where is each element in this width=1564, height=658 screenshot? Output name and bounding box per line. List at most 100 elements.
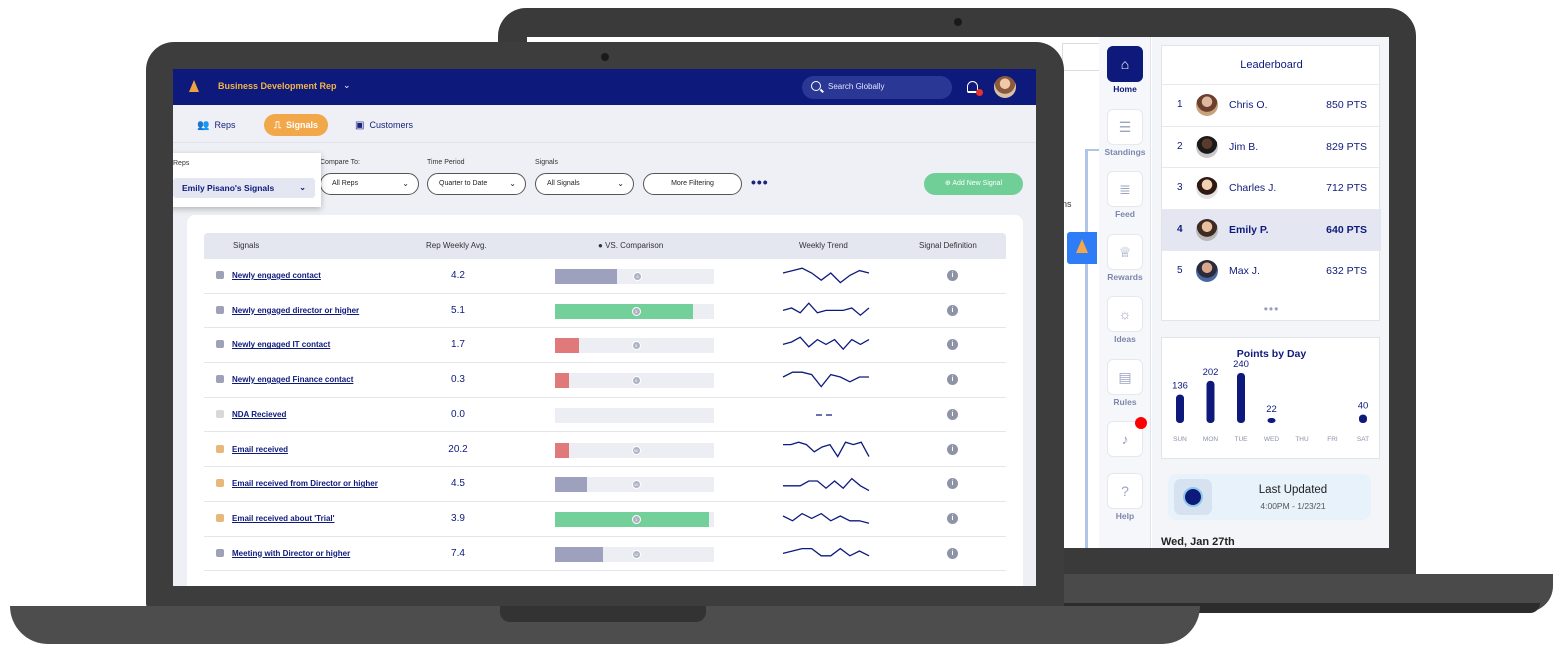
info-icon[interactable]: i bbox=[947, 304, 958, 316]
leaderboard-name: Chris O. bbox=[1229, 99, 1268, 111]
bell-icon[interactable] bbox=[967, 81, 978, 93]
sparkline-path bbox=[782, 371, 869, 388]
trophy-icon: ♕ bbox=[1107, 234, 1143, 270]
chevron-down-icon: ⌄ bbox=[299, 183, 306, 192]
signals-select[interactable]: All Signals ⌄ bbox=[535, 173, 634, 195]
reps-select-value: Emily Pisano's Signals bbox=[182, 183, 275, 193]
avatar[interactable] bbox=[994, 76, 1016, 98]
last-updated-time: 4:00PM - 1/23/21 bbox=[1260, 501, 1326, 511]
table-row: NDA Recieved 0.0 i bbox=[204, 398, 1006, 433]
day-value-label: 136 bbox=[1172, 381, 1188, 392]
sail-flag-icon[interactable] bbox=[1067, 232, 1097, 264]
info-icon[interactable]: i bbox=[947, 374, 958, 386]
table-row: Newly engaged IT contact 1.7 5 i bbox=[204, 328, 1006, 364]
compare-select[interactable]: All Reps ⌄ bbox=[320, 173, 419, 195]
reps-select[interactable]: Emily Pisano's Signals ⌄ bbox=[173, 178, 315, 198]
rep-weekly-avg: 0.3 bbox=[451, 374, 465, 386]
signal-name-link[interactable]: Email received from Director or higher bbox=[232, 479, 378, 489]
weekly-trend-sparkline bbox=[782, 336, 870, 351]
comparison-bar: 1 bbox=[555, 511, 714, 527]
leaderboard-row[interactable]: 5 Max J. 632 PTS bbox=[1162, 250, 1381, 292]
time-period-select[interactable]: Quarter to Date ⌄ bbox=[427, 173, 526, 195]
comparison-bar: 12 bbox=[555, 546, 714, 562]
info-icon[interactable]: i bbox=[947, 547, 958, 559]
weekly-trend-sparkline bbox=[783, 477, 870, 492]
leaderboard-row[interactable]: 3 Charles J. 712 PTS bbox=[1162, 167, 1381, 209]
lightbulb-icon: ☼ bbox=[1107, 296, 1143, 332]
table-row: Email received 20.2 50 i bbox=[204, 433, 1006, 468]
info-icon[interactable]: i bbox=[947, 443, 958, 455]
person-icon bbox=[216, 271, 224, 279]
rep-weekly-avg: 20.2 bbox=[448, 443, 468, 455]
sparkline-path bbox=[782, 267, 870, 284]
table-row: Email received from Director or higher 4.… bbox=[204, 467, 1006, 502]
tab-label: Signals bbox=[286, 120, 319, 130]
nav-tabs: 👥 Reps ⎍ Signals ▣ Customers bbox=[173, 105, 1036, 143]
leaderboard-card: Leaderboard 1 Chris O. 850 PTS 2 Jim B. … bbox=[1161, 45, 1381, 321]
signal-name-link[interactable]: Newly engaged IT contact bbox=[232, 340, 331, 350]
day-label: SUN bbox=[1173, 436, 1187, 443]
weekly-trend-sparkline bbox=[782, 512, 870, 524]
leaderboard-points: 850 PTS bbox=[1326, 99, 1367, 111]
day-label: SAT bbox=[1357, 436, 1369, 443]
signal-name-link[interactable]: Meeting with Director or higher bbox=[232, 548, 351, 558]
chevron-down-icon: ⌄ bbox=[509, 179, 516, 188]
leaderboard-row-current-user[interactable]: 4 Emily P. 640 PTS bbox=[1162, 208, 1381, 250]
leaderboard-row[interactable]: 1 Chris O. 850 PTS bbox=[1162, 84, 1381, 126]
chevron-down-icon: ⌄ bbox=[617, 179, 624, 188]
signal-name-link[interactable]: Newly engaged contact bbox=[232, 271, 321, 280]
tab-reps[interactable]: 👥 Reps bbox=[197, 114, 235, 136]
info-icon[interactable]: i bbox=[947, 270, 958, 281]
info-icon[interactable]: i bbox=[947, 408, 958, 420]
day-label: MON bbox=[1203, 436, 1218, 443]
day-value-label: 40 bbox=[1358, 401, 1369, 412]
leaderboard-name: Max J. bbox=[1229, 265, 1260, 277]
leaderboard-more-button[interactable]: ••• bbox=[1263, 302, 1280, 316]
column-header: Signal Definition bbox=[919, 241, 977, 250]
search-input[interactable]: Search Globally bbox=[802, 76, 952, 99]
back-panel-edge bbox=[1085, 149, 1088, 548]
comparison-bar: 5 bbox=[555, 373, 714, 389]
reps-filter-dropdown[interactable]: Reps Emily Pisano's Signals ⌄ bbox=[173, 153, 321, 207]
day-label: THU bbox=[1295, 436, 1309, 443]
envelope-icon bbox=[216, 479, 224, 488]
signal-name-link[interactable]: Email received about 'Trial' bbox=[232, 513, 335, 523]
more-filtering-button[interactable]: More Filtering bbox=[643, 173, 742, 195]
more-options-icon[interactable]: ••• bbox=[751, 174, 769, 190]
top-bar: Business Development Rep ⌄ Search Global… bbox=[173, 69, 1036, 105]
people-icon: 👥 bbox=[197, 120, 210, 131]
standings-icon: ☰ bbox=[1107, 109, 1143, 145]
front-camera bbox=[601, 53, 609, 61]
leaderboard-name: Charles J. bbox=[1229, 182, 1277, 194]
feed-icon: ≣ bbox=[1107, 171, 1143, 207]
contact-card-icon: ▣ bbox=[355, 120, 365, 131]
signal-name-link[interactable]: Newly engaged director or higher bbox=[232, 305, 360, 315]
add-signal-button[interactable]: ⊕ Add New Signal bbox=[924, 173, 1023, 195]
sidebar-item-label: Standings bbox=[1104, 147, 1146, 157]
time-period-select-value: Quarter to Date bbox=[439, 180, 488, 187]
rep-weekly-avg: 5.1 bbox=[451, 304, 465, 316]
comparison-bar: 10 bbox=[555, 477, 714, 493]
info-icon[interactable]: i bbox=[947, 339, 958, 351]
leaderboard-title: Leaderboard bbox=[1240, 59, 1303, 71]
last-updated-title: Last Updated bbox=[1258, 484, 1328, 496]
app-title[interactable]: Business Development Rep bbox=[218, 81, 337, 91]
sidebar-item-label: Home bbox=[1113, 84, 1137, 94]
avatar bbox=[1196, 94, 1218, 116]
comparison-bar: 3 bbox=[555, 303, 714, 319]
signal-name-link[interactable]: NDA Recieved bbox=[232, 409, 287, 419]
comparison-marker: 5 bbox=[631, 341, 641, 351]
back-laptop-base-edge bbox=[1020, 603, 1540, 613]
leaderboard-row[interactable]: 2 Jim B. 829 PTS bbox=[1162, 125, 1381, 168]
tab-label: Reps bbox=[214, 120, 236, 130]
signal-name-link[interactable]: Newly engaged Finance contact bbox=[232, 375, 354, 385]
back-truncated-text: ns bbox=[1062, 199, 1072, 209]
tab-customers[interactable]: ▣ Customers bbox=[355, 114, 413, 136]
signal-name-link[interactable]: Email received bbox=[232, 444, 289, 454]
rep-weekly-avg: 0.0 bbox=[451, 408, 465, 420]
info-icon[interactable]: i bbox=[947, 478, 958, 490]
leaderboard-name: Jim B. bbox=[1229, 140, 1259, 153]
info-icon[interactable]: i bbox=[947, 512, 958, 524]
chevron-down-icon[interactable]: ⌄ bbox=[343, 80, 351, 90]
tab-signals[interactable]: ⎍ Signals bbox=[264, 114, 329, 136]
